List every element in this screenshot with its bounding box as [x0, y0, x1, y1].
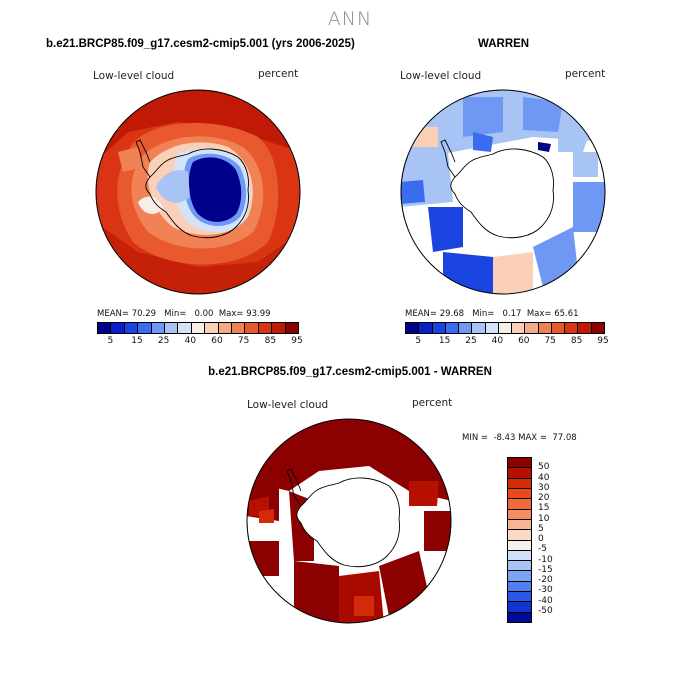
model-colorbar-swatch [204, 323, 218, 333]
diff-colorbar-swatch [508, 518, 531, 530]
obs-colorbar-swatch [550, 323, 565, 333]
diff-panel-title: b.e21.BRCP85.f09_g17.cesm2-cmip5.001 - W… [208, 366, 492, 378]
diff-colorbar-swatch [508, 467, 531, 478]
diff-colorbar-tick-label: -10 [538, 554, 553, 565]
obs-colorbar-tick-label: 75 [544, 336, 556, 346]
obs-colorbar [405, 322, 605, 334]
diff-units-label: percent [412, 397, 453, 409]
diff-colorbar-tick-label: -30 [538, 585, 553, 596]
model-colorbar-swatch [244, 323, 258, 333]
model-panel-title: b.e21.BRCP85.f09_g17.cesm2-cmip5.001 (yr… [46, 38, 355, 50]
diff-colorbar-swatch [508, 477, 531, 488]
model-colorbar-swatch [123, 323, 138, 333]
diff-colorbar-swatch [508, 611, 531, 622]
model-colorbar-swatch [284, 323, 299, 333]
diff-colorbar-swatch [508, 549, 531, 561]
diff-colorbar-swatch [508, 498, 531, 509]
diff-colorbar-swatch [508, 529, 531, 540]
diff-colorbar-swatch [508, 508, 531, 519]
diff-colorbar-swatch [508, 560, 531, 571]
obs-colorbar-swatch [444, 323, 459, 333]
diff-colorbar-tick-label: 30 [538, 482, 550, 493]
diff-colorbar-tick-label: 20 [538, 493, 550, 503]
model-colorbar [97, 322, 299, 334]
obs-colorbar-swatch [431, 323, 445, 333]
diff-colorbar-tick-label: 5 [538, 523, 544, 534]
diff-colorbar-swatch [508, 539, 531, 550]
obs-colorbar-swatch [511, 323, 525, 333]
obs-colorbar-swatch [497, 323, 512, 333]
model-stats: MEAN= 70.29 Min= 0.00 Max= 93.99 [97, 309, 271, 319]
model-colorbar-swatch [190, 323, 205, 333]
model-polar-map [95, 89, 301, 295]
diff-colorbar-swatch [508, 580, 531, 592]
diff-polar-map [246, 418, 452, 624]
diff-colorbar-ticks: 50 40 30 20 15 10 5 0 -5 -10 -15 -20 -30 -40 -50 [538, 457, 578, 621]
diff-colorbar-tick-label: -50 [538, 605, 553, 616]
model-colorbar-tick-label: 95 [291, 336, 303, 346]
model-colorbar-tick-label: 25 [157, 336, 170, 346]
model-colorbar-swatch [217, 323, 232, 333]
model-variable-label: Low-level cloud [93, 70, 175, 82]
obs-colorbar-ticks: 5 15 25 40 60 75 85 95 [405, 336, 608, 348]
obs-polar-map [400, 89, 606, 295]
diff-stats: MIN = -8.43 MAX = 77.08 [462, 433, 577, 443]
obs-units-label: percent [565, 68, 606, 80]
obs-colorbar-tick-label: 95 [597, 336, 609, 346]
diff-colorbar-tick-label: -20 [538, 575, 553, 585]
model-colorbar-swatch [110, 323, 124, 333]
model-colorbar-tick-label: 15 [131, 336, 143, 346]
obs-colorbar-tick-label: 85 [570, 336, 583, 346]
obs-colorbar-swatch [524, 323, 538, 333]
diff-colorbar-swatch [508, 458, 531, 468]
obs-colorbar-tick-label: 40 [491, 336, 504, 346]
obs-colorbar-swatch [564, 323, 578, 333]
model-colorbar-swatch [257, 323, 272, 333]
diff-colorbar-tick-label: 15 [538, 503, 550, 514]
diff-colorbar-swatch [508, 591, 531, 602]
diff-colorbar-tick-label: 40 [538, 472, 550, 483]
obs-stats: MEAN= 29.68 Min= 0.17 Max= 65.61 [405, 309, 579, 319]
diff-colorbar-tick-label: -15 [538, 564, 553, 575]
diff-colorbar-tick-label: -40 [538, 595, 553, 606]
model-colorbar-swatch [271, 323, 285, 333]
diff-colorbar-swatch [508, 601, 531, 612]
model-colorbar-tick-label: 85 [264, 336, 277, 346]
obs-colorbar-tick-label: 5 [415, 336, 422, 346]
page-title: ANN [327, 8, 373, 30]
obs-colorbar-swatch [537, 323, 551, 333]
obs-variable-label: Low-level cloud [400, 70, 482, 82]
model-colorbar-ticks: 5 15 25 40 60 75 85 95 [97, 336, 302, 348]
diff-colorbar-tick-label: 0 [538, 534, 544, 544]
obs-colorbar-tick-label: 60 [518, 336, 530, 346]
model-colorbar-tick-label: 5 [107, 336, 114, 346]
obs-colorbar-tick-label: 25 [465, 336, 477, 346]
model-colorbar-tick-label: 40 [184, 336, 197, 346]
diff-variable-label: Low-level cloud [247, 399, 329, 411]
diff-colorbar-swatch [508, 570, 531, 581]
obs-colorbar-swatch [577, 323, 591, 333]
obs-colorbar-swatch [471, 323, 485, 333]
diff-colorbar-tick-label: 50 [538, 462, 550, 473]
diff-colorbar-swatch [508, 487, 531, 499]
obs-colorbar-tick-label: 15 [438, 336, 451, 346]
obs-colorbar-swatch [418, 323, 432, 333]
diff-colorbar-tick-label: -5 [538, 544, 547, 555]
model-colorbar-swatch [137, 323, 151, 333]
diff-colorbar [507, 457, 532, 623]
model-colorbar-swatch [150, 323, 165, 333]
model-colorbar-tick-label: 60 [211, 336, 223, 346]
obs-colorbar-swatch [406, 323, 419, 333]
obs-colorbar-swatch [458, 323, 472, 333]
model-colorbar-swatch [164, 323, 178, 333]
obs-colorbar-swatch [590, 323, 604, 333]
diff-colorbar-tick-label: 10 [538, 513, 550, 524]
model-colorbar-swatch [231, 323, 245, 333]
obs-panel-title: WARREN [478, 38, 530, 50]
model-colorbar-swatch [177, 323, 191, 333]
model-colorbar-tick-label: 75 [237, 336, 250, 346]
obs-colorbar-swatch [484, 323, 498, 333]
model-colorbar-swatch [98, 323, 111, 333]
model-units-label: percent [258, 68, 299, 80]
